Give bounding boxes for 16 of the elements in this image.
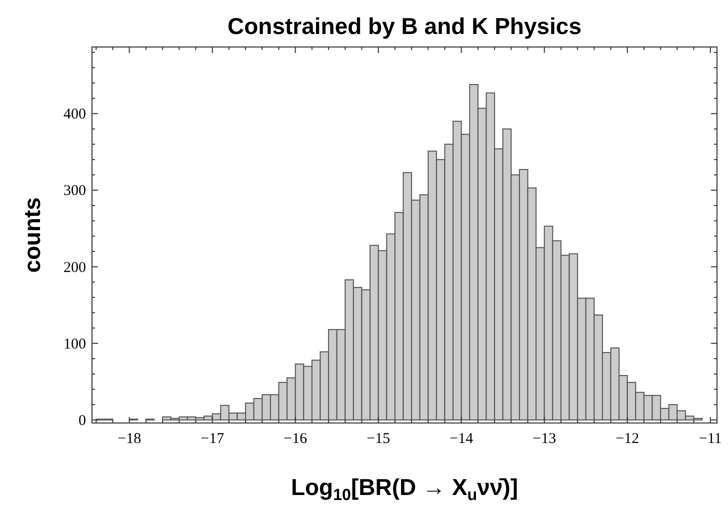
x-tick-label: −14 xyxy=(450,431,474,447)
y-tick-label: 300 xyxy=(64,183,86,200)
x-tick-label: −16 xyxy=(284,431,308,447)
y-tick-label: 100 xyxy=(64,336,86,352)
x-tick-label: −15 xyxy=(366,431,390,447)
y-tick-label: 200 xyxy=(64,260,86,276)
x-axis-title: Log$_{10}$[BR(D → X$_{u}$νν̄)] xyxy=(290,474,518,504)
x-tick-label: −13 xyxy=(532,431,556,447)
x-tick-label: −17 xyxy=(200,431,225,447)
x-tick-label: −11 xyxy=(698,431,722,447)
y-tick-label: 0 xyxy=(78,412,86,429)
y-axis-title: counts xyxy=(19,197,45,273)
y-tick-label: 400 xyxy=(64,106,86,123)
x-tick-label: −12 xyxy=(616,431,640,447)
x-tick-label: −18 xyxy=(118,431,142,447)
chart-title: Constrained by B and K Physics xyxy=(227,13,582,39)
